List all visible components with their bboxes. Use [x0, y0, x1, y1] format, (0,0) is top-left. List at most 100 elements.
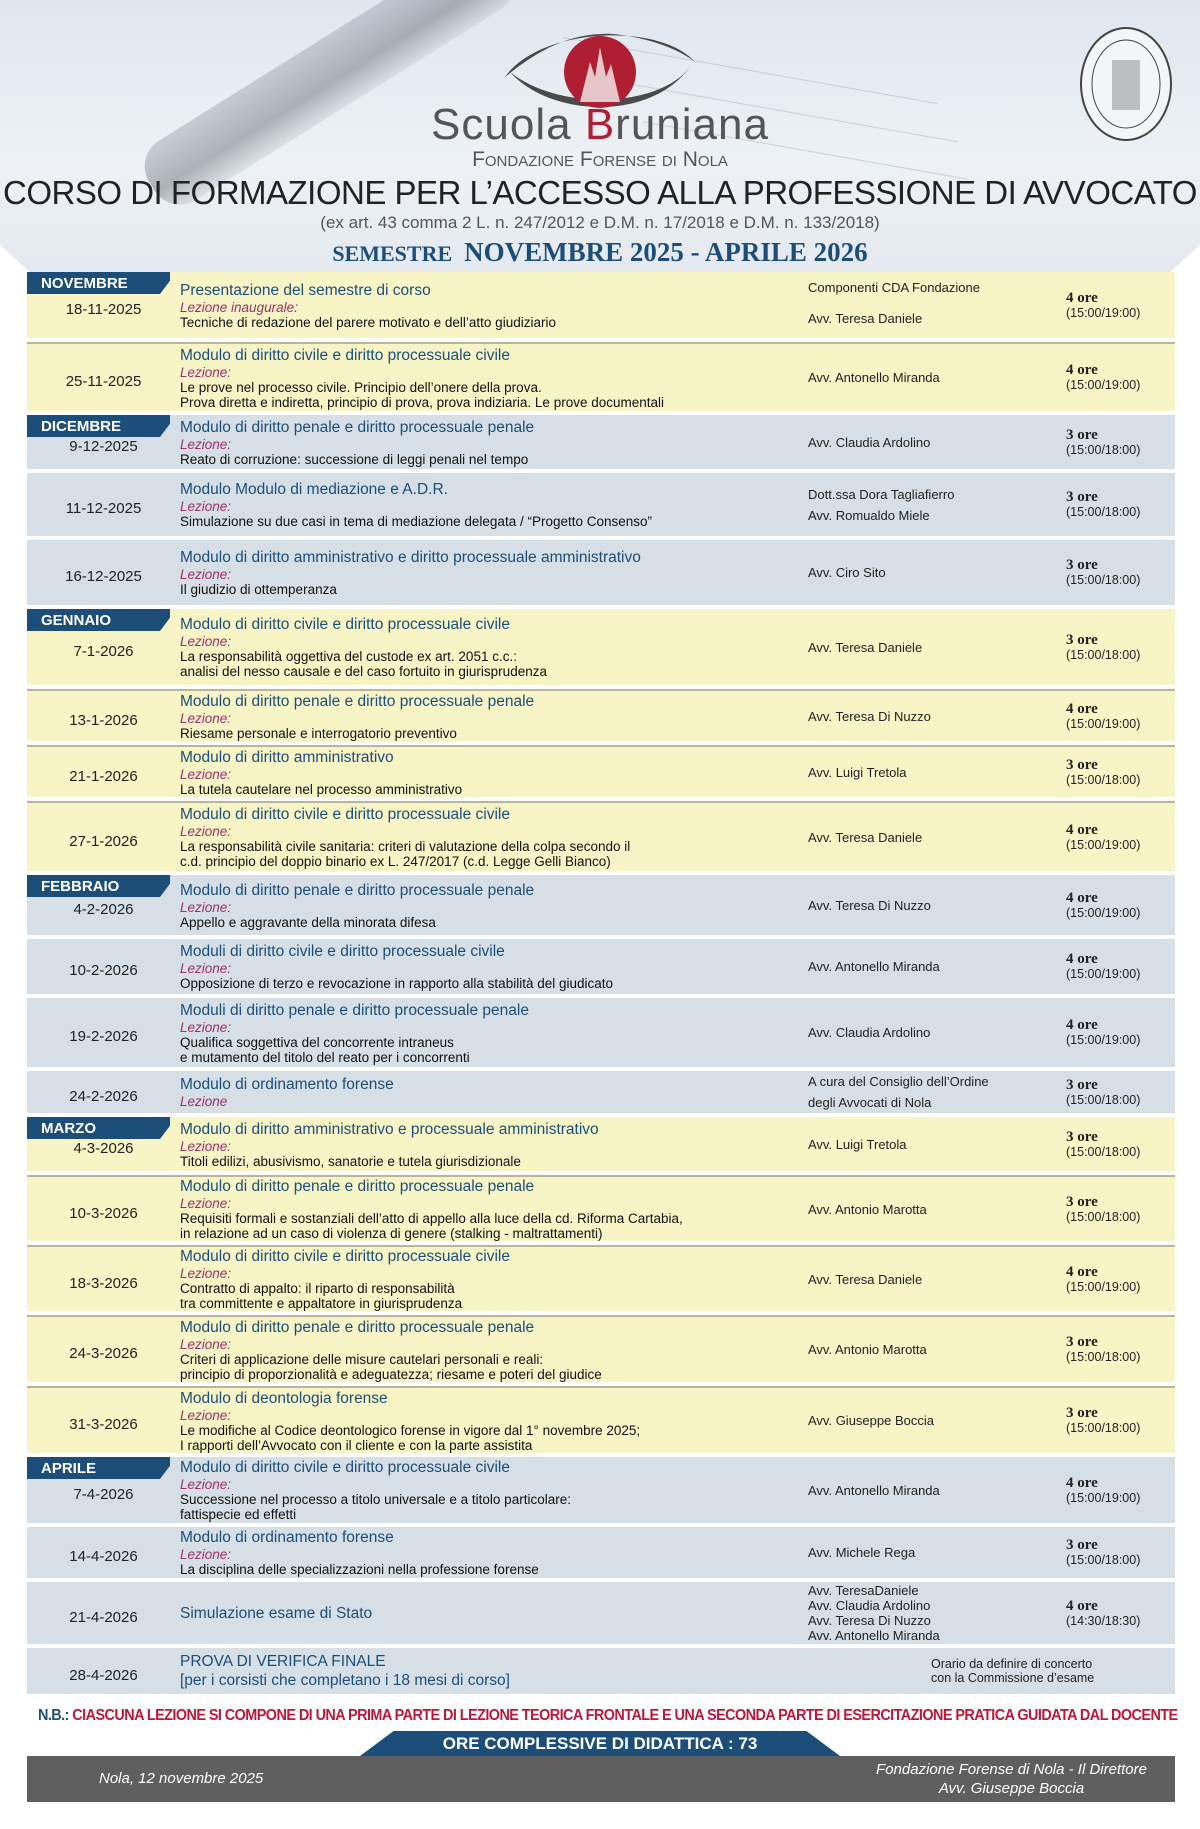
- scuola-bruniana-eye-logo: [505, 33, 695, 108]
- lesson-hours: 3 ore (15:00/18:00): [1061, 1527, 1175, 1578]
- schedule-row: 14-4-2026 Modulo di ordinamento forense Le…: [27, 1527, 1175, 1582]
- lesson-date: 31-3-2026: [69, 1416, 138, 1433]
- month-tab: FEBBRAIO: [27, 875, 170, 897]
- lesson-hours: 3 ore (15:00/18:00): [1061, 1388, 1175, 1453]
- teacher-name: Avv. Teresa Daniele: [808, 1271, 923, 1287]
- hours-count: 4 ore: [1066, 700, 1098, 717]
- lesson-label: Lezione:: [180, 1266, 232, 1281]
- time-range: (15:00/19:00): [1066, 905, 1141, 920]
- lesson-label: Lezione:: [180, 1138, 232, 1154]
- schedule-row: 16-12-2025 Modulo di diritto amministrati…: [27, 540, 1175, 609]
- lesson-hours: 4 ore (15:00/19:00): [1061, 344, 1175, 411]
- teacher-name: Avv. Teresa Di Nuzzo: [808, 1613, 931, 1628]
- teachers: Dott.ssa Dora Tagliafierro Avv. Romualdo …: [808, 473, 1061, 536]
- schedule-row: 24-3-2026 Modulo di diritto penale e diri…: [27, 1315, 1175, 1386]
- schedule-row: NOVEMBRE 18-11-2025 Presentazione del seme…: [27, 272, 1175, 342]
- module-title: Modulo di diritto penale e diritto proce…: [180, 418, 535, 436]
- lesson-hours: 4 ore (15:00/19:00): [1061, 998, 1175, 1067]
- month-tab: NOVEMBRE: [27, 272, 170, 294]
- lesson-content: Modulo di diritto amministrativo e proce…: [180, 1117, 808, 1171]
- lesson-content: Modulo di deontologia forense Lezione: Le …: [180, 1388, 808, 1453]
- lesson-date: 7-1-2026: [73, 642, 134, 660]
- teachers: Avv. Antonio Marotta: [808, 1317, 1061, 1382]
- page-title: CORSO DI FORMAZIONE PER L’ACCESSO ALLA P…: [3, 174, 1197, 211]
- hours-count: 4 ore: [1066, 1597, 1098, 1614]
- lesson-content: Presentazione del semestre di corso Lezio…: [180, 272, 808, 338]
- time-range: (15:00/19:00): [1066, 378, 1141, 392]
- note-line: con la Commissione d’esame: [931, 1671, 1095, 1685]
- hours-count: 3 ore: [1066, 1128, 1098, 1145]
- schedule-row: 13-1-2026 Modulo di diritto penale e diri…: [27, 689, 1175, 745]
- schedule-row: 10-2-2026 Moduli di diritto civile e diri…: [27, 939, 1175, 998]
- signature: Fondazione Forense di Nola - Il Direttor…: [876, 1760, 1147, 1798]
- module-title: Simulazione esame di Stato: [180, 1604, 373, 1622]
- time-range: (15:00/19:00): [1066, 716, 1141, 731]
- hours-count: 3 ore: [1066, 631, 1098, 648]
- lesson-content: Modulo di diritto civile e diritto proce…: [180, 803, 808, 871]
- lesson-label: Lezione:: [180, 766, 232, 782]
- schedule-row: 10-3-2026 Modulo di diritto penale e diri…: [27, 1175, 1175, 1245]
- schedule-row: 11-12-2025 Modulo Modulo di mediazione e …: [27, 473, 1175, 540]
- lesson-label: Lezione:: [180, 961, 232, 976]
- module-title: Modulo di diritto amministrativo: [180, 748, 394, 766]
- place-date: Nola, 12 novembre 2025: [99, 1770, 264, 1787]
- schedule-row: FEBBRAIO 4-2-2026 Modulo di diritto penale…: [27, 875, 1175, 939]
- teachers: Avv. Antonello Miranda: [808, 1457, 1061, 1523]
- lesson-hours: 4 ore (15:00/19:00): [1061, 939, 1175, 994]
- teacher-name: Avv. Claudia Ardolino: [808, 434, 931, 450]
- lesson-label: Lezione inaugurale:: [180, 299, 298, 315]
- teacher-name: A cura del Consiglio dell’Ordine: [808, 1074, 989, 1089]
- lesson-hours: 3 ore (15:00/18:00): [1061, 1071, 1175, 1113]
- hours-count: 3 ore: [1066, 1076, 1098, 1093]
- time-range: (15:00/19:00): [1066, 1033, 1141, 1047]
- teacher-name: Avv. Teresa Daniele: [808, 311, 923, 326]
- lesson-hours: 3 ore (15:00/18:00): [1061, 1117, 1175, 1171]
- teacher-name: Avv. Romualdo Miele: [808, 507, 930, 523]
- lesson-content: PROVA DI VERIFICA FINALE [per i corsisti …: [180, 1648, 808, 1694]
- schedule-row: GENNAIO 7-1-2026 Modulo di diritto civile …: [27, 609, 1175, 689]
- time-range: (15:00/19:00): [1066, 305, 1141, 320]
- semester-range: NOVEMBRE 2025 - APRILE 2026: [464, 237, 868, 267]
- schedule-row: 31-3-2026 Modulo di deontologia forense Le…: [27, 1386, 1175, 1457]
- hours-count: 3 ore: [1066, 1537, 1098, 1553]
- lesson-content: Modulo di diritto penale e diritto proce…: [180, 1177, 808, 1241]
- month-tab: MARZO: [27, 1117, 170, 1139]
- lesson-description: tra committente e appaltatore in giurisp…: [180, 1296, 463, 1311]
- lesson-hours: 4 ore (15:00/19:00): [1061, 1247, 1175, 1311]
- teacher-name: Dott.ssa Dora Tagliafierro: [808, 486, 955, 502]
- lesson-description: e mutamento del titolo del reato per i c…: [180, 1049, 470, 1065]
- teacher-name: Avv. Antonello Miranda: [808, 959, 940, 974]
- time-range: (15:00/18:00): [1066, 442, 1141, 457]
- teachers: Avv. Antonello Miranda: [808, 344, 1061, 411]
- time-range: (15:00/18:00): [1066, 1350, 1141, 1364]
- total-hours-label: ORE COMPLESSIVE DI DIDATTICA :: [442, 1734, 734, 1753]
- lesson-label: Lezione:: [180, 1477, 232, 1492]
- lesson-hours: 3 ore (15:00/18:00): [1061, 1317, 1175, 1382]
- module-title: Modulo di diritto penale e diritto proce…: [180, 881, 535, 899]
- teacher-name: Avv. Antonello Miranda: [808, 370, 940, 385]
- lesson-date: 4-2-2026: [73, 900, 134, 918]
- lesson-label: Lezione:: [180, 364, 232, 380]
- module-title: Modulo di ordinamento forense: [180, 1529, 394, 1546]
- teacher-name: Avv. Antonio Marotta: [808, 1201, 927, 1217]
- teacher-name: Avv. Luigi Tretola: [808, 764, 907, 780]
- lesson-date: 18-11-2025: [65, 300, 142, 318]
- teacher-name: Avv. Teresa Di Nuzzo: [808, 708, 931, 724]
- lesson-description: analisi del nesso causale e del caso for…: [180, 664, 547, 679]
- foundation-name: Fondazione Forense di Nola: [472, 148, 728, 171]
- teachers: Avv. Teresa Daniele: [808, 1247, 1061, 1311]
- hours-count: 4 ore: [1066, 1474, 1098, 1491]
- schedule-row: 28-4-2026 PROVA DI VERIFICA FINALE [per i …: [27, 1648, 1175, 1698]
- time-range: (15:00/19:00): [1066, 967, 1141, 981]
- time-range: (15:00/18:00): [1066, 1421, 1141, 1435]
- teacher-name: Avv. TeresaDaniele: [808, 1583, 919, 1598]
- schedule-row: 21-1-2026 Modulo di diritto amministrativ…: [27, 745, 1175, 801]
- schedule-note: Orario da definire di concerto con la Com…: [931, 1648, 1175, 1694]
- lesson-description: La disciplina delle specializzazioni nel…: [180, 1562, 539, 1577]
- teachers: Avv. Ciro Sito: [808, 540, 1061, 605]
- lesson-label: Lezione:: [180, 634, 232, 649]
- time-range: (15:00/18:00): [1066, 573, 1141, 587]
- nb-text: CIASCUNA LEZIONE SI COMPONE DI UNA PRIMA…: [72, 1707, 1178, 1724]
- module-title: Modulo di diritto civile e diritto proce…: [180, 346, 510, 364]
- time-range: (15:00/18:00): [1066, 647, 1141, 662]
